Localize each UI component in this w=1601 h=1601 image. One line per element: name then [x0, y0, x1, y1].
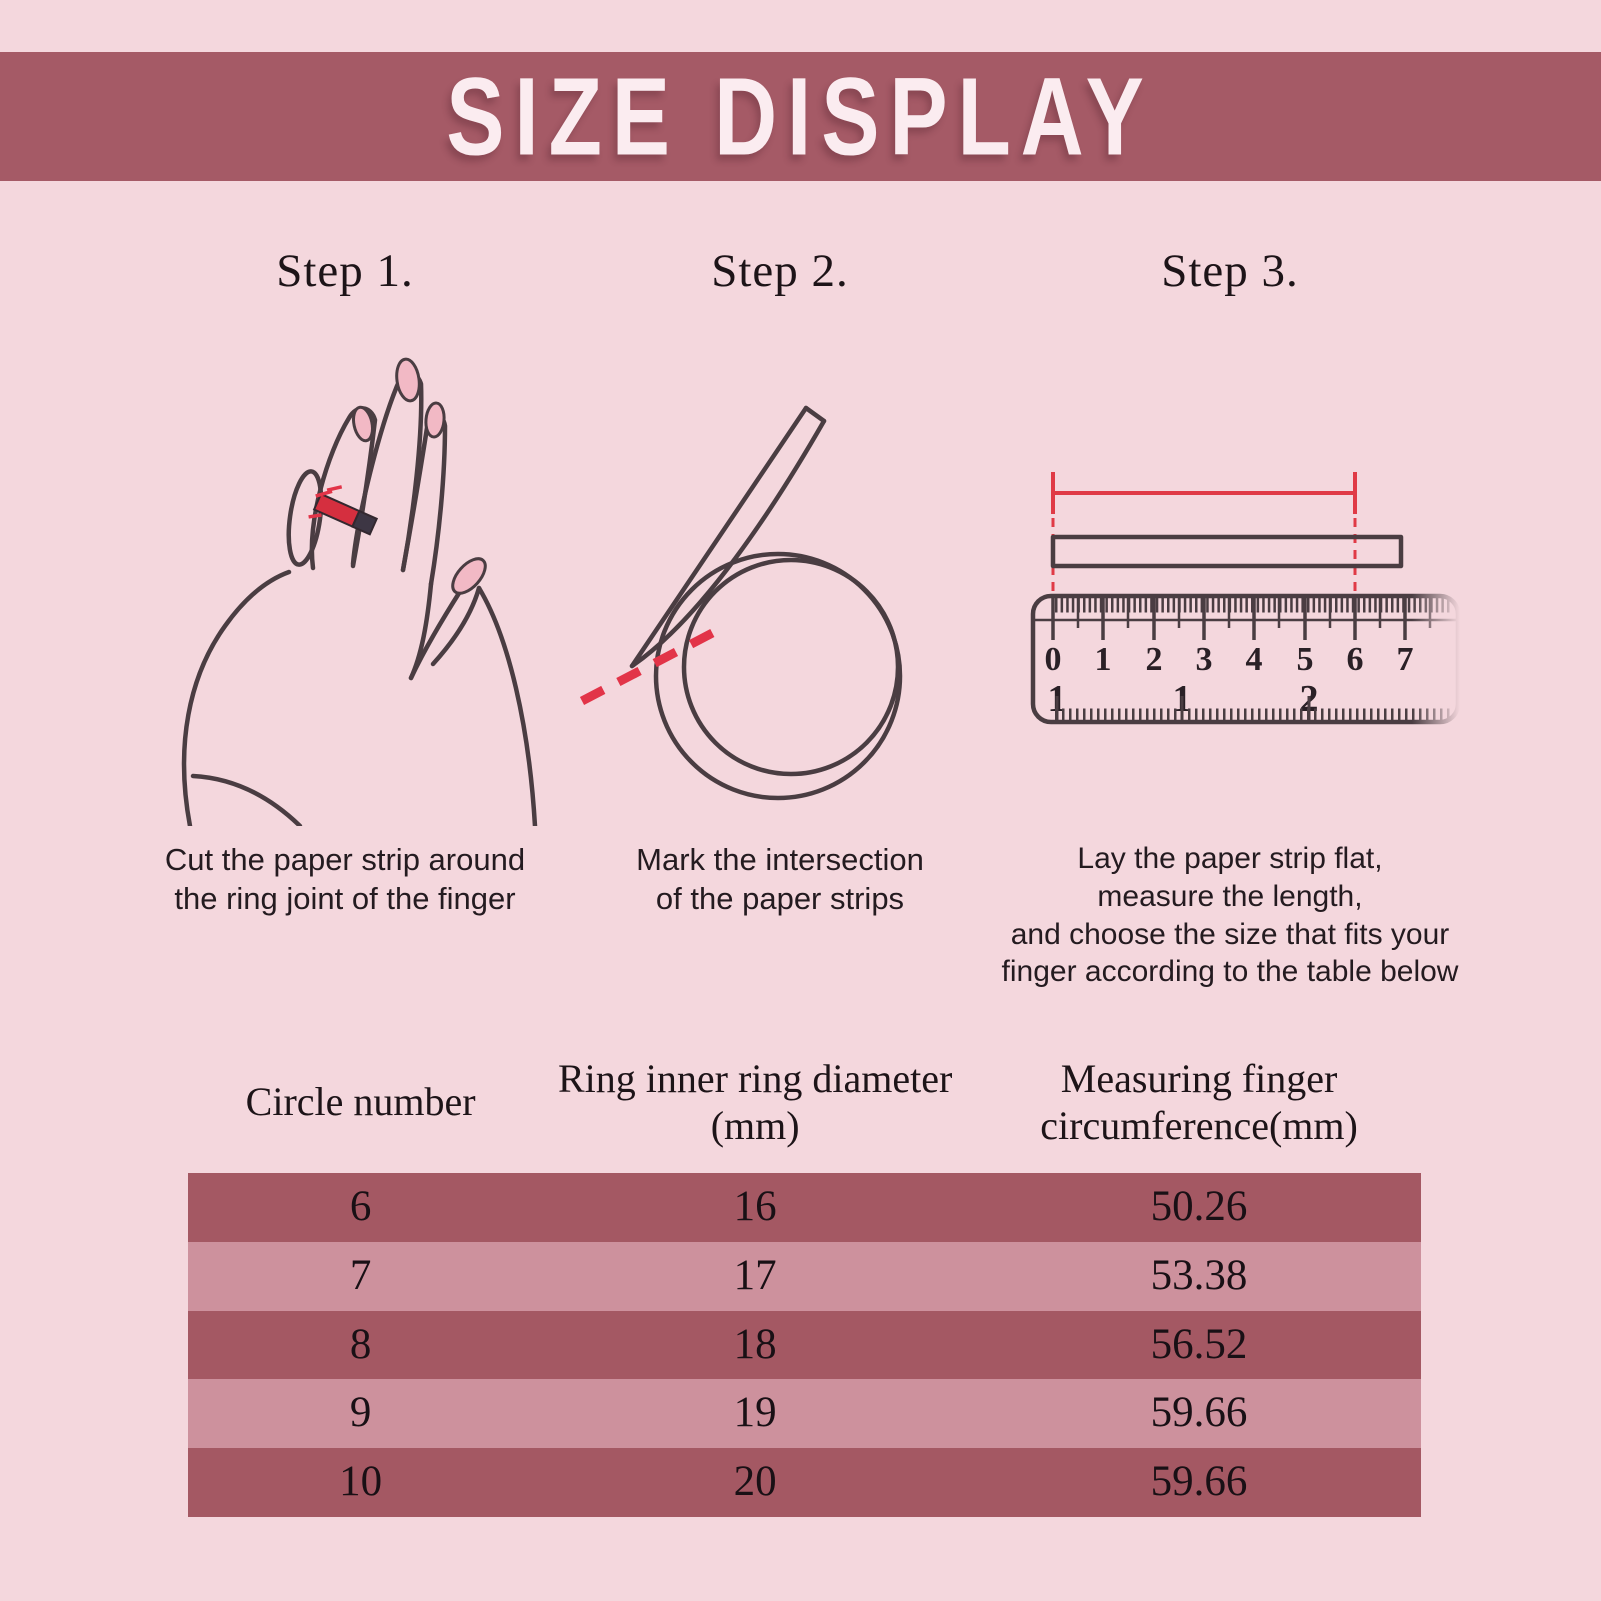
circumference-cell: 59.66: [1150, 1389, 1248, 1437]
table-row: 8 18 56.52: [188, 1310, 1421, 1380]
hand-with-ring-strip-drawing: [181, 357, 538, 829]
size-table-header: Circle number Ring inner ring diameter (…: [188, 1046, 1421, 1158]
svg-text:3: 3: [1196, 641, 1213, 678]
table-row: 7 17 53.38: [188, 1241, 1421, 1311]
circle-number-cell: 6: [349, 1183, 372, 1230]
svg-text:5: 5: [1297, 641, 1314, 678]
step-1-heading: Step 1.: [276, 245, 414, 297]
paper-strip: [1050, 534, 1404, 569]
circumference-cell: 59.66: [1150, 1458, 1248, 1506]
table-row: 10 20 59.66: [188, 1448, 1421, 1517]
step-3-caption: Lay the paper strip flat, measure the le…: [1001, 842, 1459, 989]
table-row: 6 16 50.26: [188, 1173, 1421, 1242]
fade-overlay: [1412, 526, 1460, 736]
circle-number-cell: 9: [349, 1389, 372, 1437]
title-banner: SIZE DISPLAY: [0, 52, 1601, 181]
step-2-heading: Step 2.: [711, 245, 849, 297]
red-dashed-mark-line: [579, 624, 725, 705]
hand-illustration: [135, 326, 555, 831]
paper-loop-illustration: [570, 376, 990, 831]
circumference-cell: 50.26: [1150, 1183, 1248, 1230]
circle-number-cell: 8: [349, 1320, 372, 1368]
diameter-cell: 19: [733, 1389, 777, 1437]
page-title: SIZE DISPLAY: [446, 53, 1155, 179]
ruler-illustration: 0 1 2 3 4 5 6 7 1 1 2: [1000, 436, 1461, 771]
circle-number-cell: 10: [339, 1458, 383, 1506]
circle-number-cell: 7: [349, 1251, 372, 1299]
red-paper-strip: [308, 485, 379, 536]
header-finger-circumference: Measuring finger circumference(mm): [1040, 1055, 1358, 1148]
nail: [352, 405, 374, 443]
svg-text:6: 6: [1347, 641, 1364, 678]
circumference-cell: 53.38: [1150, 1251, 1248, 1299]
table-row: 9 19 59.66: [188, 1379, 1421, 1449]
step-1-caption: Cut the paper strip around the ring join…: [164, 842, 526, 917]
step-3-heading: Step 3.: [1161, 245, 1299, 297]
ruler-drawing: 0 1 2 3 4 5 6 7 1 1 2: [1030, 472, 1461, 736]
svg-text:7: 7: [1397, 641, 1414, 678]
svg-text:4: 4: [1246, 641, 1263, 678]
cm-ticks: [1051, 598, 1407, 640]
circumference-cell: 56.52: [1150, 1320, 1248, 1368]
header-circle-number: Circle number: [245, 1079, 476, 1125]
diameter-cell: 18: [733, 1320, 777, 1368]
rolled-strip-drawing: [579, 405, 903, 801]
cm-labels: 0 1 2 3 4 5 6 7: [1045, 641, 1414, 678]
svg-text:2: 2: [1146, 641, 1163, 678]
diameter-cell: 17: [733, 1251, 777, 1299]
steps-section: Step 1.: [0, 230, 1601, 1050]
step-2-caption: Mark the intersection of the paper strip…: [636, 842, 924, 917]
nail: [424, 401, 446, 439]
svg-text:0: 0: [1045, 641, 1062, 678]
step-1-column: Step 1.: [120, 230, 570, 1050]
size-table: 6 16 50.26 7 17 53.38 8 18 56.52 9 19 59…: [188, 1173, 1421, 1517]
nail: [395, 357, 421, 403]
header-inner-diameter: Ring inner ring diameter (mm): [558, 1055, 953, 1148]
thumb-nail: [451, 557, 487, 595]
diameter-cell: 16: [733, 1183, 777, 1230]
step-3-column: Step 3.: [980, 230, 1480, 1050]
diameter-cell: 20: [733, 1458, 777, 1506]
step-2-column: Step 2. Mark the intersection of the pap…: [570, 230, 990, 1050]
svg-text:1: 1: [1095, 641, 1112, 678]
